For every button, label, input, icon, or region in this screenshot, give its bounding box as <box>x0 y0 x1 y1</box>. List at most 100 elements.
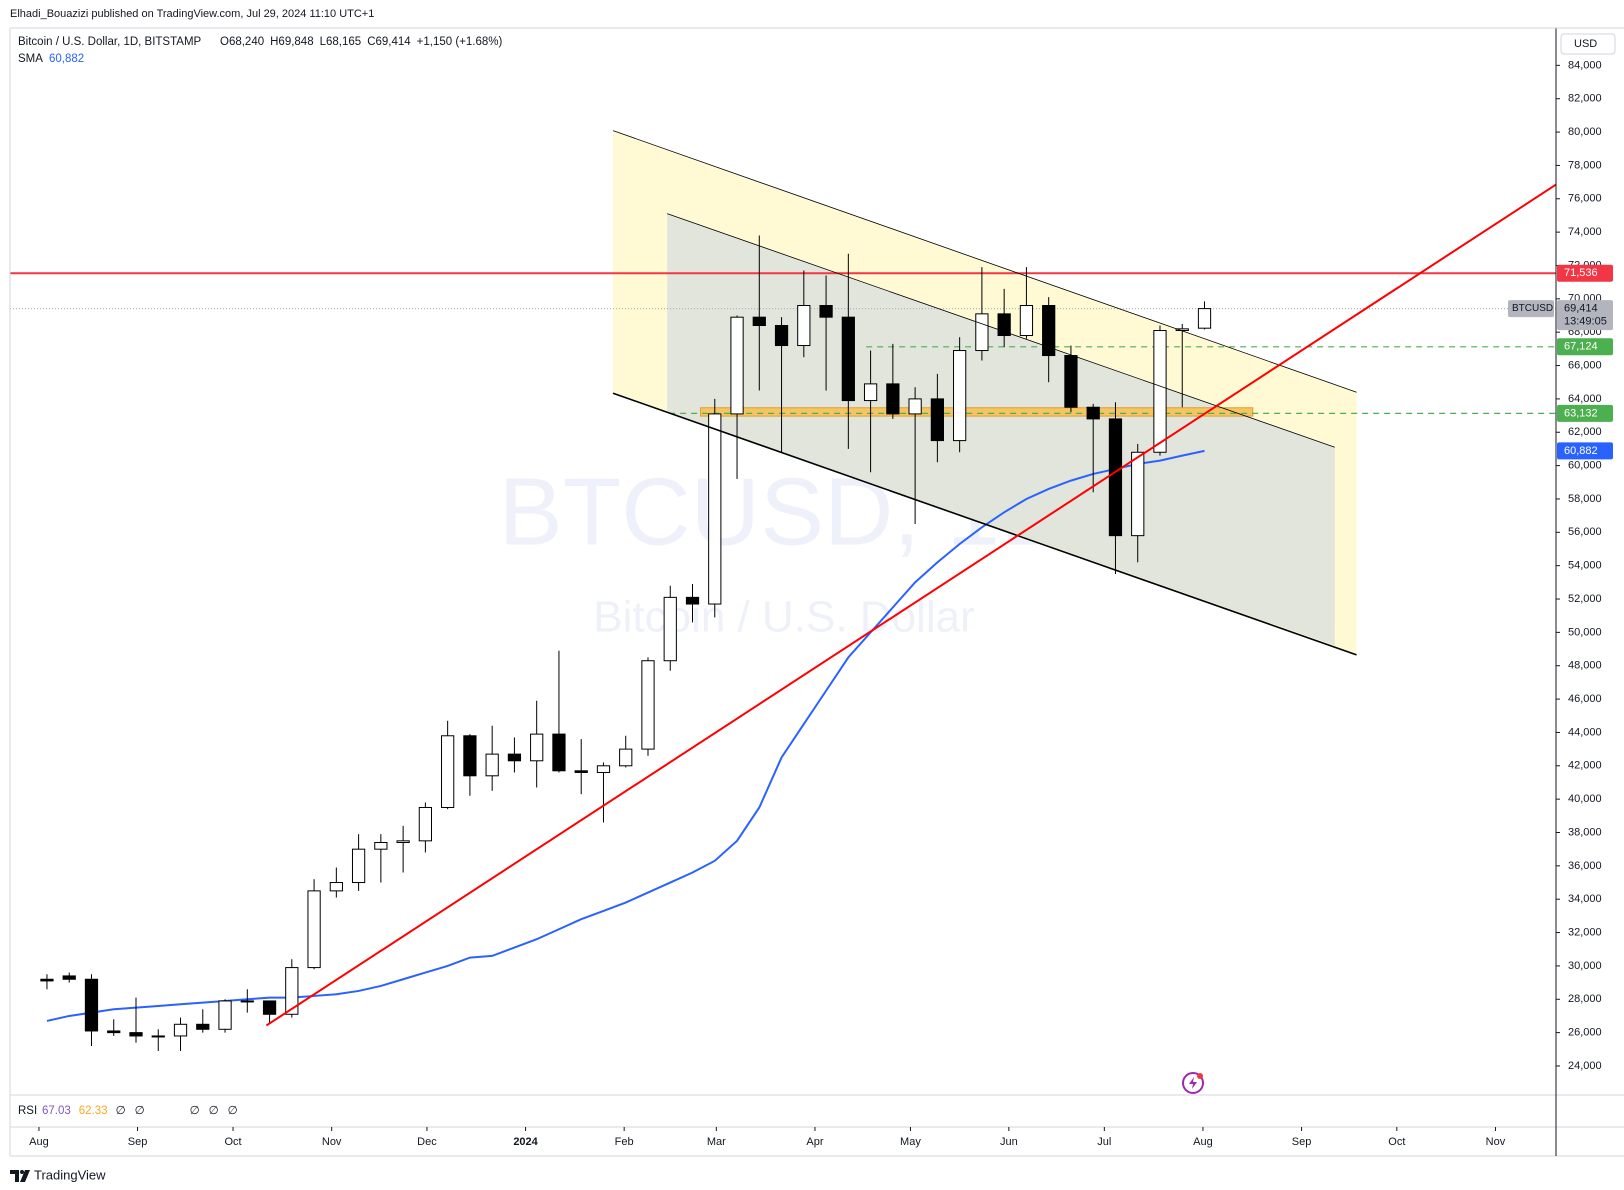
x-tick-label: 2024 <box>513 1136 538 1148</box>
candle-body <box>975 313 989 352</box>
y-tick-label: 28,000 <box>1568 993 1602 1005</box>
candle-body <box>641 660 655 750</box>
y-tick-label: 80,000 <box>1568 126 1602 138</box>
x-tick-label: Oct <box>224 1136 241 1148</box>
ohlc-legend: O68,240 <box>220 36 264 48</box>
drawing-zone <box>700 407 1254 417</box>
y-tick-label: 52,000 <box>1568 593 1602 605</box>
y-tick-label: 66,000 <box>1568 359 1602 371</box>
price-label-box <box>1557 300 1613 331</box>
candle-body <box>285 967 299 1015</box>
candle-body <box>1064 355 1078 408</box>
y-tick-label: 42,000 <box>1568 760 1602 772</box>
y-tick-label: 60,000 <box>1568 460 1602 472</box>
candle-body <box>819 305 833 318</box>
price-label-box <box>1557 338 1613 356</box>
candle-body <box>685 596 700 605</box>
currency-box[interactable] <box>1560 33 1616 55</box>
candle-body <box>240 1000 254 1003</box>
candle-body <box>218 1000 232 1030</box>
icon-ring <box>1182 1072 1204 1094</box>
rsi-placeholder: ∅ <box>116 1105 126 1117</box>
alert-icon[interactable] <box>1182 1072 1204 1094</box>
y-tick-label: 26,000 <box>1568 1027 1602 1039</box>
candle-body <box>552 733 566 772</box>
y-tick-label: 84,000 <box>1568 59 1602 71</box>
candle-body <box>151 1035 165 1038</box>
candle-body <box>173 1023 188 1037</box>
candle-body <box>485 753 499 777</box>
y-tick-label: 76,000 <box>1568 193 1602 205</box>
candle-body <box>1153 330 1167 453</box>
x-tick-label: Oct <box>1388 1136 1405 1148</box>
logo <box>10 1170 30 1182</box>
rsi-placeholder: ∅ <box>209 1105 219 1117</box>
candle-body <box>307 890 321 969</box>
y-tick-label: 74,000 <box>1568 226 1602 238</box>
rsi-value: 62.33 <box>79 1105 108 1117</box>
logo-mark <box>10 1170 30 1182</box>
candle-body <box>1042 305 1056 357</box>
candle-body <box>953 350 967 442</box>
candle-body <box>619 748 633 767</box>
y-tick-label: 46,000 <box>1568 693 1602 705</box>
candle-body <box>863 383 878 402</box>
candle-body <box>886 383 900 415</box>
x-tick-label: Jul <box>1097 1136 1111 1148</box>
candle-body <box>1019 305 1034 337</box>
candle-body <box>329 882 343 892</box>
ohlc-legend: H69,848 <box>270 36 313 48</box>
drawing-zone <box>667 213 1335 646</box>
countdown: 13:49:05 <box>1564 316 1607 328</box>
x-tick-label: Apr <box>806 1136 823 1148</box>
candle-body <box>530 733 544 762</box>
drawing-line <box>612 130 1357 393</box>
candle-body <box>374 842 388 850</box>
drawing-line <box>612 392 1357 656</box>
rsi-value: 67.03 <box>42 1105 71 1117</box>
ohlc-legend: L68,165 <box>320 36 362 48</box>
price-label: 63,132 <box>1564 407 1598 419</box>
y-tick-label: 64,000 <box>1568 393 1602 405</box>
x-tick-label: Aug <box>1193 1136 1213 1148</box>
y-tick-label: 58,000 <box>1568 493 1602 505</box>
icon-dot <box>1197 1073 1203 1079</box>
candle-body <box>574 770 588 773</box>
candle-body <box>596 765 611 773</box>
candle-body <box>40 978 54 982</box>
price-label: 69,414 <box>1564 303 1598 315</box>
y-tick-label: 38,000 <box>1568 826 1602 838</box>
x-tick-label: Sep <box>1292 1136 1312 1148</box>
rsi-label: RSI <box>18 1105 37 1117</box>
ohlc-legend: C69,414 <box>367 36 411 48</box>
x-tick-label: Jun <box>1000 1136 1018 1148</box>
y-tick-label: 32,000 <box>1568 926 1602 938</box>
rsi-placeholder: ∅ <box>190 1105 200 1117</box>
candle-body <box>930 398 944 442</box>
price-label-box <box>1557 404 1613 422</box>
y-tick-label: 36,000 <box>1568 860 1602 872</box>
price-label-box <box>1557 442 1613 460</box>
candle-body <box>107 1030 121 1034</box>
x-tick-label: Feb <box>615 1136 634 1148</box>
candle-body <box>774 325 789 347</box>
drawing-line <box>667 213 1335 448</box>
x-tick-label: May <box>900 1136 921 1148</box>
header: Elhadi_Bouazizi published on TradingView… <box>10 8 374 20</box>
candle-body <box>752 316 766 327</box>
y-tick-label: 62,000 <box>1568 426 1602 438</box>
price-label-box <box>1557 264 1613 282</box>
y-tick-label: 50,000 <box>1568 626 1602 638</box>
y-tick-label: 56,000 <box>1568 526 1602 538</box>
x-tick-label: Nov <box>1486 1136 1506 1148</box>
candle-body <box>730 316 744 415</box>
y-tick-label: 82,000 <box>1568 93 1602 105</box>
x-tick-label: Sep <box>128 1136 148 1148</box>
candle-body <box>1108 418 1123 537</box>
y-tick-label: 44,000 <box>1568 726 1602 738</box>
sma-legend-name: SMA <box>18 53 43 65</box>
candle-body <box>663 596 677 662</box>
x-tick-label: Dec <box>417 1136 437 1148</box>
symbol-legend: Bitcoin / U.S. Dollar, 1D, BITSTAMP <box>18 36 202 48</box>
